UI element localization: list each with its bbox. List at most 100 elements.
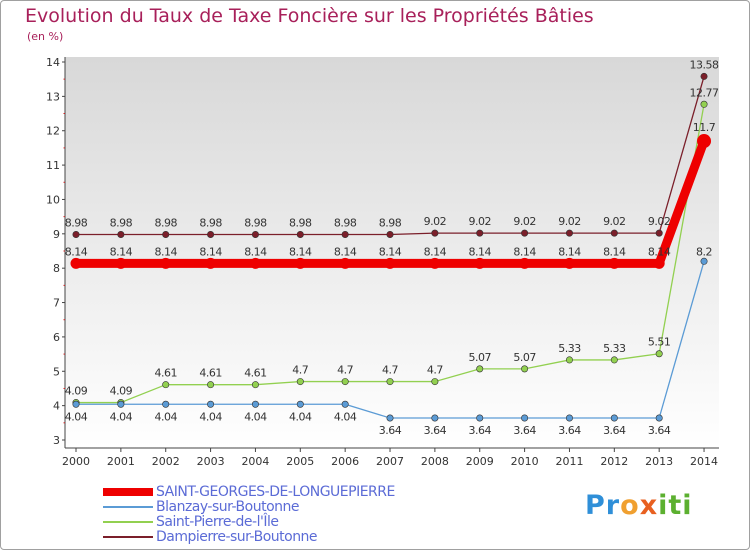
data-label-dampierre: 9.02 [558,215,581,228]
data-label-saint-georges: 8.14 [199,245,222,258]
logo-letter: t [668,490,683,521]
legend-item-saint-georges: SAINT-GEORGES-DE-LONGUEPIERRE [103,484,503,500]
data-point-saint-georges [429,257,441,269]
data-label-dampierre: 8.98 [110,217,133,230]
x-tick-label: 2004 [241,455,269,468]
data-label-saint-pierre: 5.07 [513,351,536,364]
data-point-saint-pierre [162,381,170,389]
data-label-saint-georges: 8.14 [379,245,402,258]
data-point-blanzay [386,414,394,422]
data-point-saint-pierre [207,381,215,389]
data-label-blanzay: 4.04 [65,410,88,423]
y-tick-label: 14 [46,56,60,69]
data-point-blanzay [251,400,259,408]
data-point-blanzay [655,414,663,422]
y-tick-label: 13 [46,90,60,103]
y-tick-label: 3 [53,434,60,447]
data-point-saint-pierre [341,378,349,386]
data-point-saint-georges [697,134,712,149]
x-tick-label: 2011 [555,455,583,468]
data-point-dampierre [162,231,170,239]
data-label-saint-georges: 8.14 [513,245,536,258]
y-tick-label: 6 [53,331,60,344]
data-point-saint-pierre [431,378,439,386]
data-label-saint-georges: 11.7 [693,121,716,134]
x-tick-label: 2006 [331,455,359,468]
y-tick-label: 10 [46,193,60,206]
data-point-dampierre [341,231,349,239]
data-point-saint-pierre [296,378,304,386]
x-tick-label: 2000 [62,455,90,468]
data-point-saint-pierre [476,365,484,373]
logo-letter: r [605,490,621,521]
data-label-saint-pierre: 4.61 [244,367,267,380]
data-point-saint-georges [205,257,217,269]
data-point-saint-pierre [700,100,708,108]
logo-letter: i [658,490,669,521]
data-point-blanzay [565,414,573,422]
data-point-blanzay [700,257,708,265]
legend-item-blanzay: Blanzay-sur-Boutonne [103,499,503,515]
x-tick-label: 2005 [286,455,314,468]
x-tick-label: 2007 [376,455,404,468]
data-point-saint-georges [519,257,531,269]
y-tick-label: 8 [53,262,60,275]
data-point-saint-georges [160,257,172,269]
data-label-blanzay: 3.64 [468,424,491,437]
data-point-saint-georges [339,257,351,269]
legend-label: Dampierre-sur-Boutonne [156,529,318,545]
data-point-dampierre [207,231,215,239]
data-label-saint-georges: 8.14 [603,245,626,258]
data-label-dampierre: 8.98 [379,217,402,230]
y-tick-label: 4 [53,400,60,413]
data-label-blanzay: 3.64 [424,424,447,437]
x-tick-label: 2008 [421,455,449,468]
x-tick-label: 2014 [690,455,718,468]
data-label-saint-georges: 8.14 [468,245,491,258]
legend-item-dampierre: Dampierre-sur-Boutonne [103,529,503,545]
data-point-dampierre [251,231,259,239]
data-point-saint-pierre [386,378,394,386]
data-label-saint-georges: 8.14 [289,245,312,258]
data-label-blanzay: 3.64 [379,424,402,437]
data-point-blanzay [431,414,439,422]
data-label-dampierre: 13.58 [690,58,719,71]
data-point-saint-pierre [521,365,529,373]
data-point-saint-pierre [565,356,573,364]
data-label-blanzay: 4.04 [199,410,222,423]
data-label-saint-pierre: 4.09 [110,385,133,398]
data-label-saint-pierre: 4.7 [427,364,443,377]
data-label-dampierre: 8.98 [244,217,267,230]
proxiti-logo: Proxiti [585,490,693,521]
data-point-blanzay [610,414,618,422]
data-point-dampierre [655,229,663,237]
data-label-dampierre: 8.98 [65,217,88,230]
data-label-blanzay: 3.64 [648,424,671,437]
y-tick-label: 11 [46,159,60,172]
data-point-saint-pierre [610,356,618,364]
data-label-saint-pierre: 4.7 [292,364,308,377]
data-point-blanzay [341,400,349,408]
data-label-blanzay: 4.04 [334,410,357,423]
logo-letter: P [585,490,606,521]
data-label-dampierre: 8.98 [199,217,222,230]
data-point-saint-pierre [251,381,259,389]
legend-swatch [103,521,153,523]
data-label-saint-pierre: 4.7 [337,364,353,377]
logo-letter: o [620,490,640,521]
data-label-dampierre: 9.02 [648,215,671,228]
data-label-dampierre: 9.02 [603,215,626,228]
data-label-blanzay: 3.64 [513,424,536,437]
legend-item-saint-pierre: Saint-Pierre-de-l'Île [103,514,503,530]
data-label-dampierre: 8.98 [154,217,177,230]
data-point-blanzay [476,414,484,422]
data-point-blanzay [521,414,529,422]
data-label-dampierre: 9.02 [468,215,491,228]
data-label-blanzay: 4.04 [110,410,133,423]
data-point-saint-georges [384,257,396,269]
y-tick-label: 12 [46,125,60,138]
data-point-saint-pierre [655,350,663,358]
data-point-dampierre [117,231,125,239]
data-label-blanzay: 3.64 [603,424,626,437]
